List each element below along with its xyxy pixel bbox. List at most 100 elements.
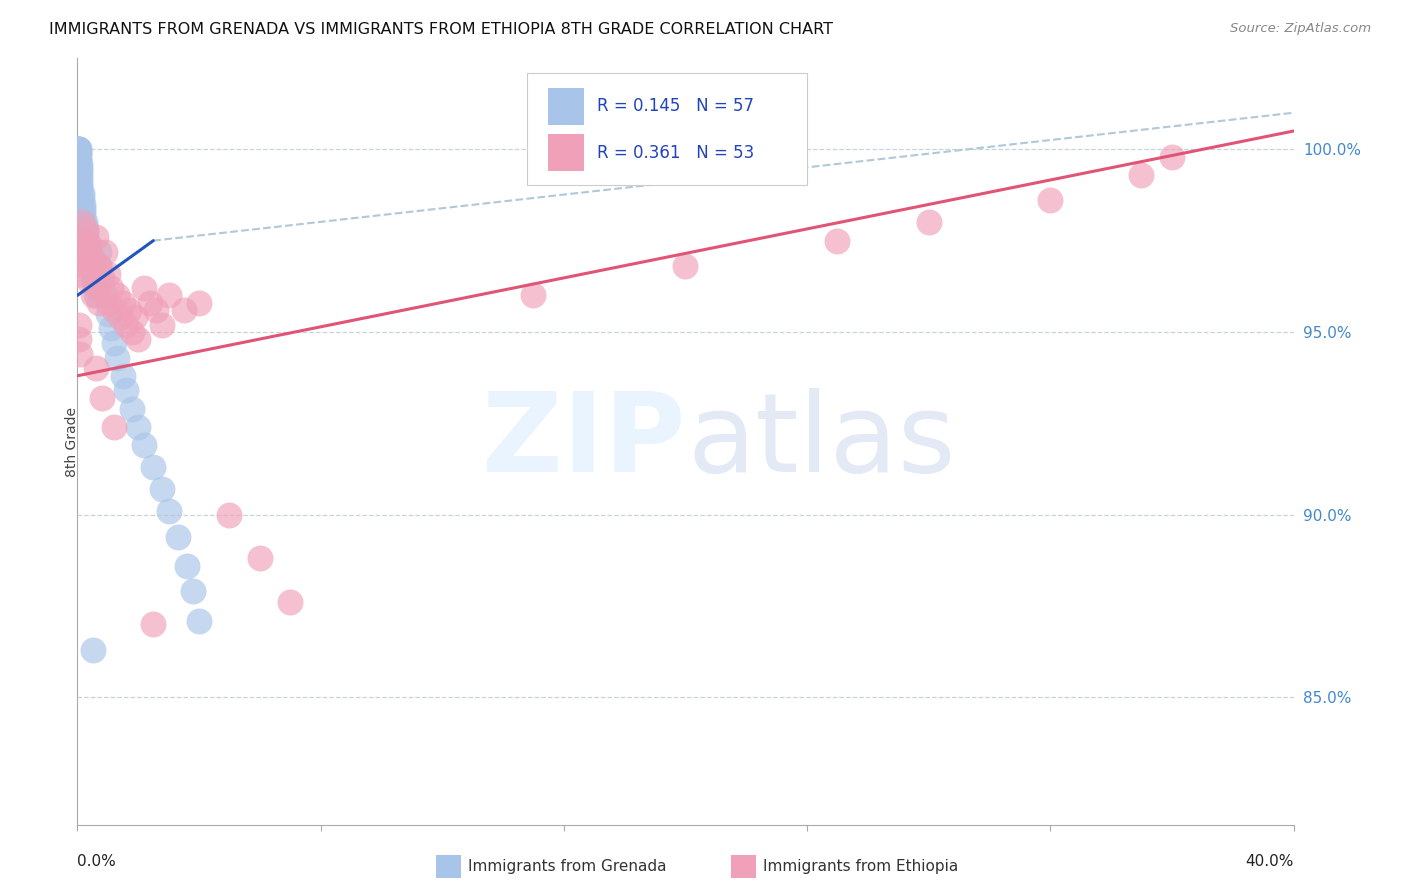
- Point: [75, 227, 97, 241]
- Point: [67, 142, 90, 156]
- Point: [90, 274, 112, 288]
- Point: [87, 295, 110, 310]
- Point: [84, 288, 107, 302]
- Point: [90, 391, 112, 405]
- Point: [67, 332, 90, 346]
- Point: [105, 351, 128, 365]
- Point: [75, 259, 97, 273]
- Point: [69, 161, 91, 175]
- Point: [77, 237, 100, 252]
- Point: [67, 145, 90, 160]
- Text: atlas: atlas: [688, 388, 956, 495]
- Y-axis label: 8th Grade: 8th Grade: [65, 407, 79, 476]
- Text: Source: ZipAtlas.com: Source: ZipAtlas.com: [1230, 22, 1371, 36]
- Point: [73, 215, 96, 229]
- Point: [69, 182, 91, 196]
- Point: [97, 267, 120, 281]
- Point: [75, 222, 97, 236]
- Point: [73, 219, 96, 233]
- Point: [97, 307, 120, 321]
- Point: [218, 508, 240, 522]
- Point: [145, 303, 167, 318]
- Bar: [548, 87, 585, 125]
- Point: [522, 288, 544, 302]
- Point: [69, 164, 91, 178]
- Point: [69, 171, 91, 186]
- Point: [79, 237, 101, 252]
- Point: [90, 270, 112, 285]
- Point: [97, 295, 120, 310]
- Point: [69, 153, 91, 168]
- Point: [70, 190, 93, 204]
- Point: [152, 482, 174, 496]
- Point: [67, 150, 90, 164]
- Point: [72, 252, 94, 266]
- Point: [118, 303, 141, 318]
- Point: [142, 617, 165, 632]
- Point: [111, 368, 134, 383]
- Point: [69, 175, 91, 189]
- Point: [249, 551, 271, 566]
- Point: [181, 584, 204, 599]
- Point: [103, 335, 125, 350]
- Point: [67, 142, 90, 156]
- Point: [87, 259, 110, 273]
- Point: [188, 295, 211, 310]
- Point: [84, 230, 107, 244]
- Point: [72, 201, 94, 215]
- Point: [278, 595, 301, 609]
- Point: [67, 142, 90, 156]
- Point: [67, 145, 90, 160]
- Point: [69, 157, 91, 171]
- Point: [115, 384, 138, 398]
- Point: [1161, 150, 1184, 164]
- Point: [84, 361, 107, 376]
- Text: IMMIGRANTS FROM GRENADA VS IMMIGRANTS FROM ETHIOPIA 8TH GRADE CORRELATION CHART: IMMIGRANTS FROM GRENADA VS IMMIGRANTS FR…: [49, 22, 834, 37]
- Text: R = 0.145   N = 57: R = 0.145 N = 57: [596, 97, 754, 115]
- Point: [108, 310, 131, 325]
- Point: [176, 558, 198, 573]
- Point: [79, 274, 101, 288]
- Point: [100, 281, 122, 295]
- Point: [111, 295, 134, 310]
- Point: [69, 168, 91, 182]
- Point: [93, 244, 115, 259]
- Point: [87, 259, 110, 273]
- Point: [121, 401, 143, 416]
- Point: [69, 178, 91, 193]
- Point: [72, 204, 94, 219]
- Point: [1130, 168, 1153, 182]
- Point: [72, 234, 94, 248]
- Point: [121, 325, 143, 339]
- Point: [157, 504, 180, 518]
- Point: [124, 310, 146, 325]
- Text: R = 0.361   N = 53: R = 0.361 N = 53: [596, 144, 754, 161]
- Point: [134, 281, 156, 295]
- Point: [127, 332, 149, 346]
- Point: [79, 252, 101, 266]
- Point: [82, 288, 104, 302]
- Point: [173, 303, 195, 318]
- Point: [67, 318, 90, 332]
- Point: [105, 288, 128, 302]
- Text: 40.0%: 40.0%: [1246, 855, 1294, 870]
- Point: [84, 281, 107, 295]
- Point: [75, 234, 97, 248]
- Point: [70, 186, 93, 201]
- Point: [72, 197, 94, 211]
- Point: [115, 318, 138, 332]
- FancyBboxPatch shape: [527, 73, 807, 185]
- Point: [69, 244, 91, 259]
- Point: [188, 614, 211, 628]
- Point: [82, 267, 104, 281]
- Point: [152, 318, 174, 332]
- Point: [82, 274, 104, 288]
- Point: [1039, 194, 1062, 208]
- Point: [166, 529, 188, 543]
- Point: [127, 420, 149, 434]
- Point: [70, 215, 93, 229]
- Point: [142, 460, 165, 475]
- Point: [139, 295, 162, 310]
- Text: ZIP: ZIP: [482, 388, 686, 495]
- Point: [67, 142, 90, 156]
